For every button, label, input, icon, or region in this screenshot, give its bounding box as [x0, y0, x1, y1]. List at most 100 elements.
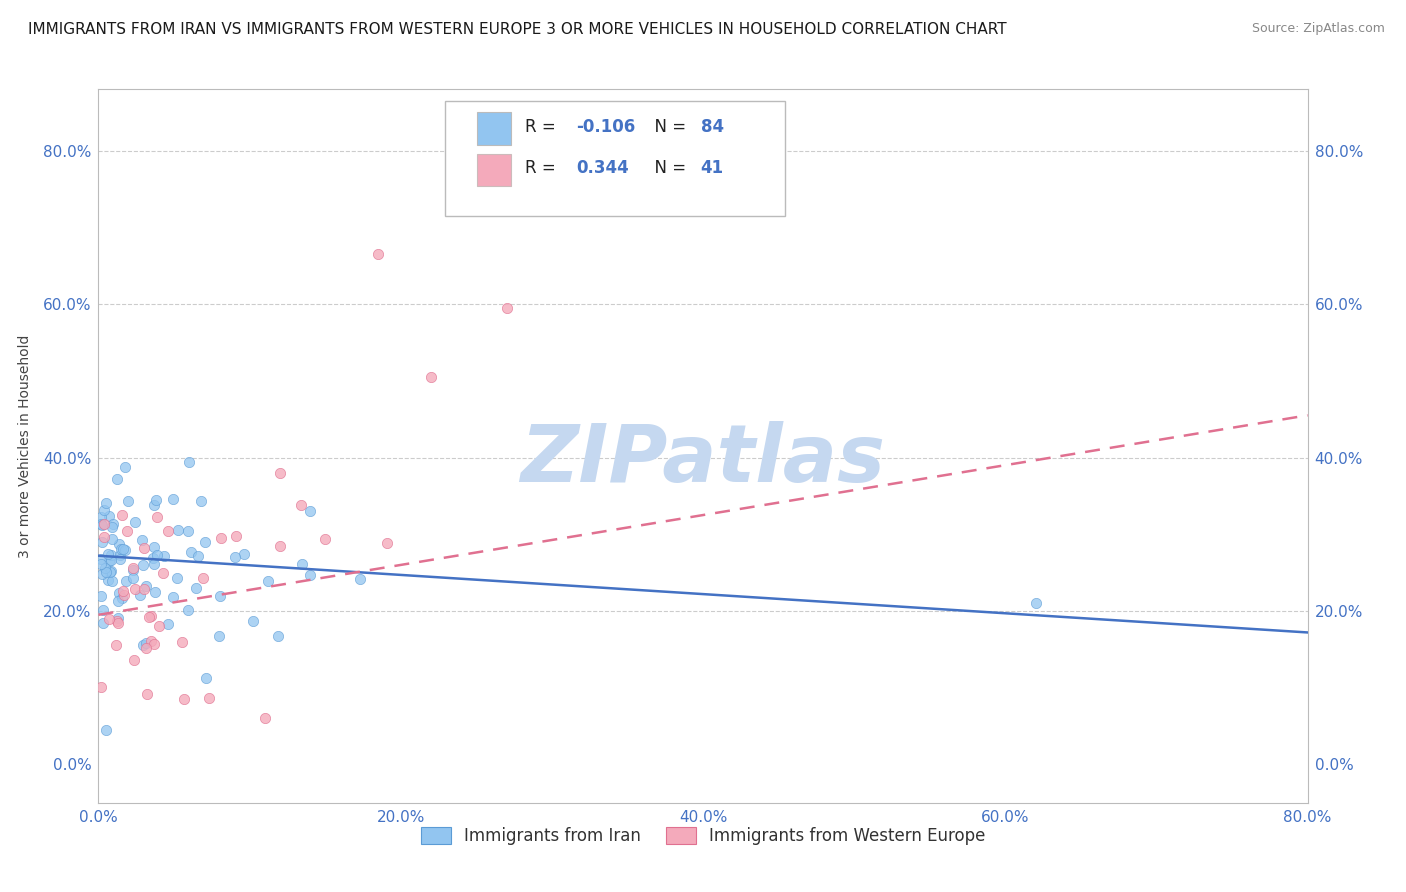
Point [142, 557, 165, 571]
Bar [477, 153, 510, 186]
Point [495, 301, 517, 315]
Point [132, 541, 155, 555]
Point [314, 532, 336, 546]
Point [124, 515, 146, 529]
Point [142, 498, 165, 512]
Point [111, 584, 134, 599]
Point [177, 455, 200, 469]
Point [122, 653, 145, 667]
Point [121, 561, 143, 575]
Point [173, 692, 195, 706]
Point [93, 560, 115, 574]
Point [111, 508, 134, 522]
Point [112, 588, 135, 602]
Point [153, 549, 176, 563]
Point [96, 566, 118, 580]
Point [122, 571, 145, 585]
Point [198, 690, 221, 705]
Point [225, 528, 247, 542]
Point [187, 549, 209, 563]
Point [242, 614, 264, 628]
Point [142, 551, 165, 566]
Point [100, 552, 122, 566]
Point [208, 589, 231, 603]
Point [100, 520, 122, 534]
Point [94, 723, 117, 737]
Point [93, 530, 115, 544]
Text: N =: N = [644, 118, 692, 136]
Point [90, 552, 112, 566]
Point [176, 524, 198, 539]
Point [1024, 596, 1046, 610]
Point [105, 472, 128, 486]
Point [132, 558, 155, 572]
Text: ZIPatlas: ZIPatlas [520, 421, 886, 500]
Point [115, 524, 138, 538]
Point [114, 460, 136, 475]
Point [91, 535, 114, 549]
Point [269, 466, 291, 480]
Point [180, 545, 202, 559]
Point [420, 370, 443, 384]
Point [91, 616, 114, 631]
Point [143, 540, 166, 554]
Point [97, 547, 120, 561]
Point [91, 567, 114, 582]
Point [162, 492, 184, 507]
Point [100, 564, 122, 578]
Point [97, 554, 120, 568]
Point [145, 493, 167, 508]
Point [90, 680, 112, 694]
Text: IMMIGRANTS FROM IRAN VS IMMIGRANTS FROM WESTERN EUROPE 3 OR MORE VEHICLES IN HOU: IMMIGRANTS FROM IRAN VS IMMIGRANTS FROM … [28, 22, 1007, 37]
Point [135, 636, 157, 650]
Y-axis label: 3 or more Vehicles in Household: 3 or more Vehicles in Household [18, 334, 32, 558]
Point [96, 573, 118, 587]
Point [367, 247, 389, 261]
Point [291, 557, 314, 571]
Point [91, 517, 114, 532]
Text: R =: R = [526, 118, 561, 136]
Point [139, 634, 162, 648]
Point [107, 594, 129, 608]
Point [107, 611, 129, 625]
Point [211, 531, 233, 545]
Point [170, 635, 193, 649]
FancyBboxPatch shape [446, 102, 785, 216]
Point [177, 603, 200, 617]
Point [139, 609, 162, 624]
Point [375, 536, 398, 550]
Point [115, 574, 138, 588]
Point [186, 581, 208, 595]
Point [121, 563, 143, 577]
Point [90, 558, 112, 572]
Point [148, 619, 170, 633]
Point [110, 549, 132, 563]
Point [108, 586, 131, 600]
Point [132, 582, 155, 596]
Point [104, 638, 127, 652]
Point [100, 548, 122, 562]
Point [110, 541, 132, 556]
Point [143, 585, 166, 599]
Text: N =: N = [644, 160, 692, 178]
Legend: Immigrants from Iran, Immigrants from Western Europe: Immigrants from Iran, Immigrants from We… [413, 820, 993, 852]
Point [152, 566, 174, 580]
Point [128, 588, 150, 602]
Point [143, 637, 166, 651]
Point [156, 524, 179, 538]
Point [111, 591, 134, 605]
Text: -0.106: -0.106 [576, 118, 636, 136]
Point [253, 711, 276, 725]
Point [349, 572, 371, 586]
Point [135, 641, 157, 656]
Point [224, 550, 246, 565]
Point [190, 494, 212, 508]
Point [290, 499, 312, 513]
Point [194, 535, 217, 549]
Point [93, 517, 115, 532]
Point [135, 578, 157, 592]
Point [108, 537, 131, 551]
Point [90, 590, 112, 604]
Point [97, 508, 120, 523]
Point [136, 687, 159, 701]
